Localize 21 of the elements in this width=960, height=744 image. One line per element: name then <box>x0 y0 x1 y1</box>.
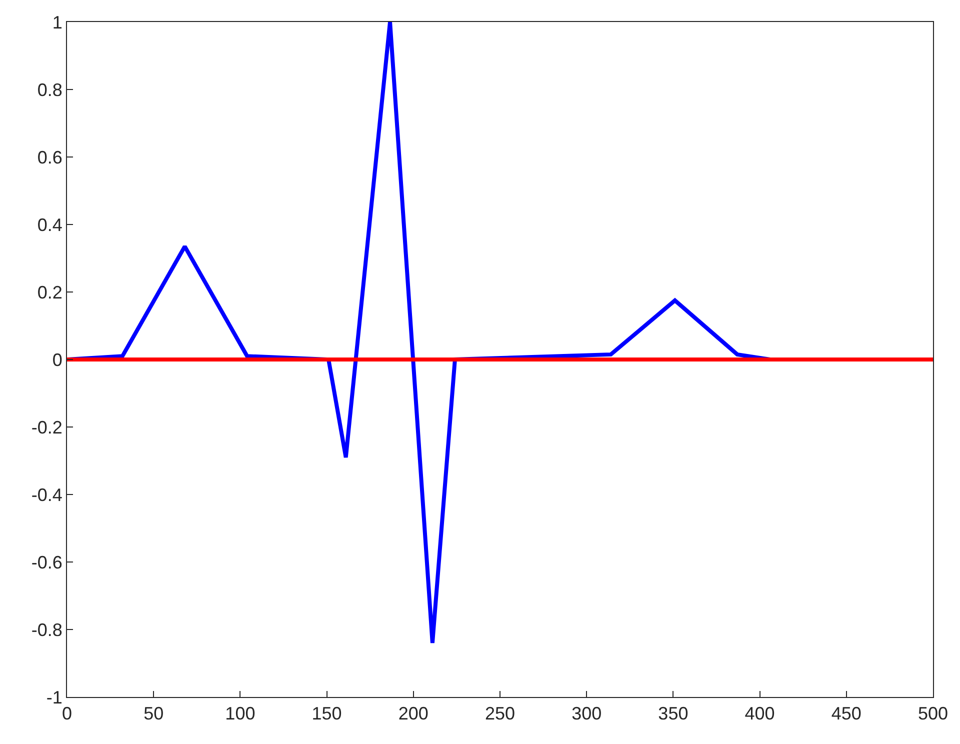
y-tick-label: 0.8 <box>37 80 62 100</box>
y-tick-label: 0 <box>52 350 62 370</box>
y-tick-label: 0.4 <box>37 214 62 235</box>
x-tick-label: 200 <box>398 704 428 724</box>
x-tick-label: 400 <box>744 704 775 724</box>
x-tick-label: 150 <box>312 704 342 724</box>
y-tick-label: 1 <box>52 12 62 32</box>
x-tick-label: 450 <box>831 704 862 724</box>
y-tick-label: -0.8 <box>31 620 62 640</box>
x-tick-label: 300 <box>572 704 602 724</box>
x-tick-label: 100 <box>225 704 256 724</box>
y-tick-label: -0.6 <box>31 552 62 572</box>
y-tick-label: -1 <box>46 687 62 708</box>
y-tick-label: 0.6 <box>37 147 62 168</box>
x-tick-label: 250 <box>484 704 516 724</box>
y-tick-label: 0.2 <box>37 282 62 302</box>
x-tick-label: 500 <box>918 704 948 724</box>
x-tick-label: 50 <box>144 704 164 724</box>
x-tick-label: 350 <box>658 704 688 724</box>
y-tick-label: -0.2 <box>31 417 62 438</box>
y-tick-label: -0.4 <box>31 484 62 505</box>
